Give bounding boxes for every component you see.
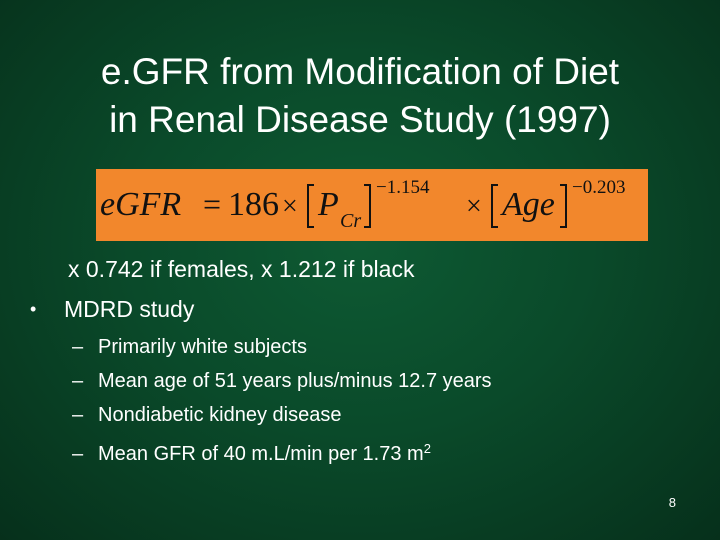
title-line-1: e.GFR from Modification of Diet: [100, 51, 620, 92]
formula-pcr-subscript: Cr: [340, 210, 361, 232]
formula-times-2: ×: [466, 191, 482, 222]
formula-pcr-base: P: [317, 186, 339, 223]
dash: –: [72, 404, 84, 426]
formula-times-1: ×: [282, 191, 298, 222]
list-item-text: Nondiabetic kidney disease: [98, 404, 342, 426]
list-item: – Mean GFR of 40 m.L/min per 1.73 m2: [72, 435, 492, 469]
list-item-text: Mean age of 51 years plus/minus 12.7 yea…: [98, 370, 492, 392]
list-item: – Mean age of 51 years plus/minus 12.7 ye…: [72, 367, 492, 401]
formula-equation: eGFR = 186 × P Cr −1.154 × Age: [100, 177, 625, 232]
bracket-right-1: [364, 184, 371, 228]
dash: –: [72, 443, 84, 465]
list-item: – Primarily white subjects: [72, 333, 492, 367]
formula-age-exponent: −0.203: [572, 177, 625, 198]
formula-equals: =: [203, 186, 221, 222]
bracket-left-2: [491, 184, 498, 228]
bullet-item: • MDRD study: [30, 295, 194, 323]
dash: –: [72, 370, 84, 392]
bullet-dot: •: [30, 299, 37, 319]
title-line-2: in Renal Disease Study (1997): [109, 99, 611, 140]
formula-note: x 0.742 if females, x 1.212 if black: [68, 256, 415, 282]
formula-lhs: eGFR: [100, 186, 181, 223]
list-item-text: Mean GFR of 40 m.L/min per 1.73 m: [98, 443, 424, 465]
formula-age-base: Age: [500, 186, 555, 223]
dash: –: [72, 336, 84, 358]
bracket-left-1: [307, 184, 314, 228]
list-item: – Nondiabetic kidney disease: [72, 401, 492, 435]
sub-bullet-list: – Primarily white subjects – Mean age of 5…: [72, 333, 492, 469]
bracket-right-2: [560, 184, 567, 228]
formula-coefficient: 186: [228, 186, 279, 223]
formula-box: eGFR = 186 × P Cr −1.154 × Age: [96, 169, 648, 241]
list-item-text: Primarily white subjects: [98, 336, 307, 358]
bullet-text: MDRD study: [64, 296, 195, 322]
formula-pcr-exponent: −1.154: [376, 177, 430, 198]
slide-title: e.GFR from Modification of Diet in Renal…: [20, 48, 700, 144]
superscript: 2: [423, 441, 431, 456]
page-number: 8: [668, 495, 676, 510]
